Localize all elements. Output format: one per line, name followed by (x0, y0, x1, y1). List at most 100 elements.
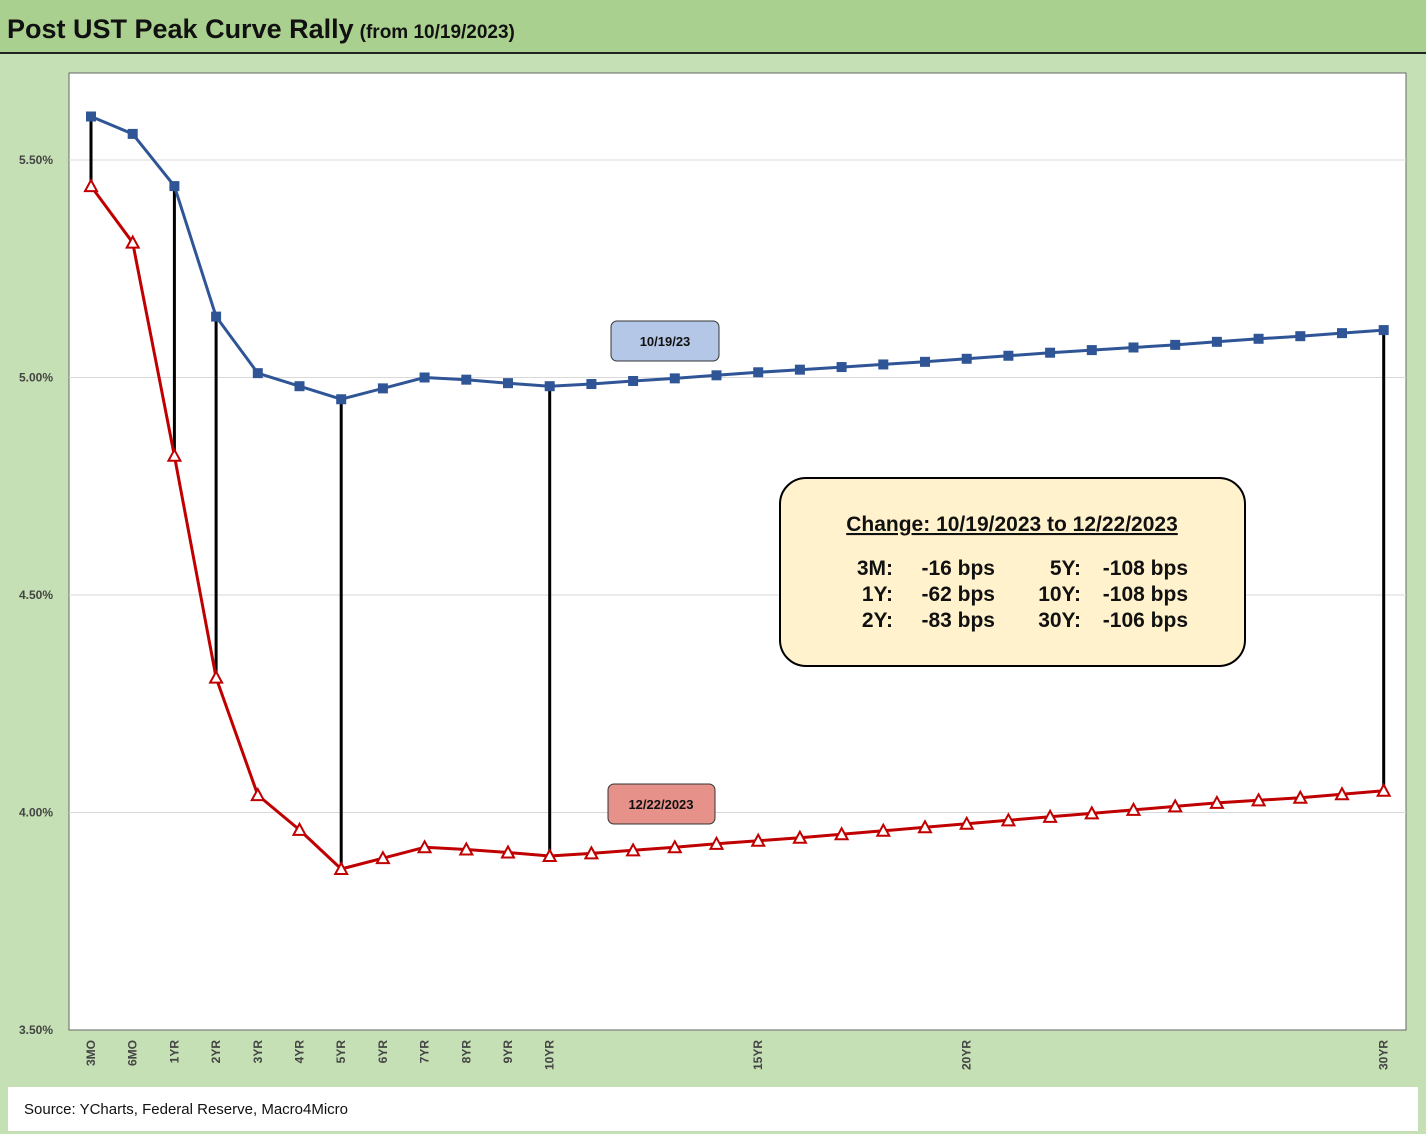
x-tick-label: 2YR (209, 1040, 223, 1064)
data-point-1019 (1337, 328, 1347, 339)
chart-title-text: Post UST Peak Curve Rally (7, 14, 354, 44)
data-point-1019 (1170, 339, 1181, 350)
annotation-box (779, 477, 1246, 667)
data-point-1019 (753, 367, 764, 378)
data-point-1222 (375, 850, 391, 865)
data-point-1222 (250, 787, 266, 802)
data-point-1222 (1042, 808, 1058, 823)
data-point-1222 (1000, 812, 1017, 827)
series-tag-1222-box (607, 783, 716, 825)
footer: Source: YCharts, Federal Reserve, Macro4… (8, 1087, 1418, 1131)
data-point-1019 (461, 374, 472, 385)
data-point-1019 (1045, 347, 1056, 358)
data-point-1019 (711, 370, 722, 381)
data-point-1222 (1125, 801, 1142, 816)
data-point-1019 (586, 379, 597, 390)
series-lines (83, 111, 1392, 876)
y-tick-label: 5.00% (19, 371, 53, 385)
data-point-1222 (917, 819, 933, 834)
data-point-1019 (1378, 325, 1389, 336)
x-tick-label: 6MO (126, 1040, 140, 1066)
change-annotation-box: Change: 10/19/2023 to 12/22/2023 3M: -16 b… (779, 477, 1246, 667)
data-point-1019 (1211, 336, 1222, 347)
data-point-1222 (500, 844, 516, 859)
x-tick-label: 6YR (376, 1040, 390, 1064)
x-tick-label: 4YR (293, 1040, 307, 1064)
data-point-1222 (1292, 789, 1308, 804)
y-tick-label: 3.50% (19, 1023, 53, 1037)
data-point-1019 (211, 311, 222, 322)
data-point-1222 (1167, 798, 1183, 813)
data-point-1019 (1003, 350, 1014, 361)
data-point-1019 (1086, 345, 1097, 356)
data-point-1019 (669, 373, 680, 384)
series-tags: 10/19/23 12/22/2023 (607, 320, 720, 825)
data-point-1222 (83, 178, 99, 193)
data-point-1222 (166, 447, 183, 462)
x-tick-label: 9YR (501, 1040, 515, 1064)
annotation-value: -108 bps (1103, 583, 1188, 606)
data-point-1019 (1253, 333, 1264, 344)
data-point-1222 (125, 234, 141, 249)
series-line-1222 (89, 185, 1384, 871)
data-point-1019 (836, 362, 847, 373)
data-point-1222 (875, 822, 891, 837)
data-point-1019 (169, 181, 180, 192)
data-point-1222 (625, 842, 641, 857)
data-point-1222 (667, 839, 683, 854)
y-axis-ticks: 3.50% 4.00% 4.50% 5.00% 5.50% (19, 153, 53, 1037)
annotation-label: 1Y: (862, 583, 893, 606)
data-point-1019 (961, 353, 972, 364)
series-tag-1222-label: 12/22/2023 (628, 797, 693, 812)
x-axis-ticks: 3MO 6MO 1YR 2YR 3YR 4YR 5YR 6YR 7YR 8YR 9YR 10YR 15Y… (84, 1040, 1391, 1070)
series-line-1019 (90, 115, 1384, 401)
data-point-1222 (959, 815, 975, 830)
header-bar: Post UST Peak Curve Rally (from 10/19/202… (0, 0, 1426, 54)
data-point-1019 (86, 111, 96, 122)
annotation-title: Change: 10/19/2023 to 12/22/2023 (846, 513, 1178, 536)
chart-title: Post UST Peak Curve Rally (from 10/19/202… (7, 14, 515, 45)
source-note: Source: YCharts, Federal Reserve, Macro4… (24, 1101, 349, 1118)
series-tag-1019-box (610, 320, 720, 362)
x-tick-label: 15YR (751, 1040, 765, 1070)
data-point-1019 (1295, 331, 1306, 342)
data-point-1222 (208, 669, 224, 684)
annotation-value: -106 bps (1103, 609, 1188, 632)
x-tick-label: 8YR (459, 1040, 473, 1064)
annotation-value: -62 bps (921, 583, 995, 606)
data-point-1019 (1128, 342, 1139, 353)
y-tick-label: 5.50% (19, 153, 53, 167)
annotation-label: 30Y: (1038, 609, 1081, 632)
x-tick-label: 3YR (251, 1040, 265, 1064)
data-point-1019 (419, 372, 430, 383)
data-point-1222 (416, 839, 433, 854)
data-point-1222 (708, 835, 725, 850)
x-tick-label: 10YR (543, 1040, 557, 1070)
data-point-1222 (1250, 792, 1267, 807)
x-tick-label: 3MO (84, 1040, 98, 1066)
data-point-1222 (542, 847, 558, 862)
annotation-label: 10Y: (1038, 583, 1081, 606)
data-point-1019 (628, 375, 639, 386)
grid-lines (69, 159, 1406, 813)
data-point-1222 (583, 845, 600, 860)
data-point-1019 (920, 356, 930, 367)
data-point-1222 (1334, 786, 1350, 801)
x-tick-label: 20YR (960, 1040, 974, 1070)
data-point-1019 (503, 378, 513, 389)
x-tick-label: 1YR (167, 1040, 181, 1064)
data-point-1019 (127, 128, 138, 139)
data-point-1019 (294, 381, 305, 392)
data-point-1019 (878, 359, 889, 370)
data-point-1222 (458, 841, 474, 856)
annotation-label: 2Y: (862, 609, 893, 632)
x-tick-label: 30YR (1377, 1040, 1391, 1070)
chart-subtitle: (from 10/19/2023) (359, 22, 515, 43)
data-point-1222 (1209, 794, 1225, 809)
data-point-1222 (833, 826, 850, 841)
data-point-1222 (1376, 782, 1392, 797)
data-point-1019 (336, 394, 347, 405)
series-tag-1019-label: 10/19/23 (640, 334, 691, 349)
data-point-1222 (333, 860, 349, 876)
annotation-value: -83 bps (921, 609, 995, 632)
